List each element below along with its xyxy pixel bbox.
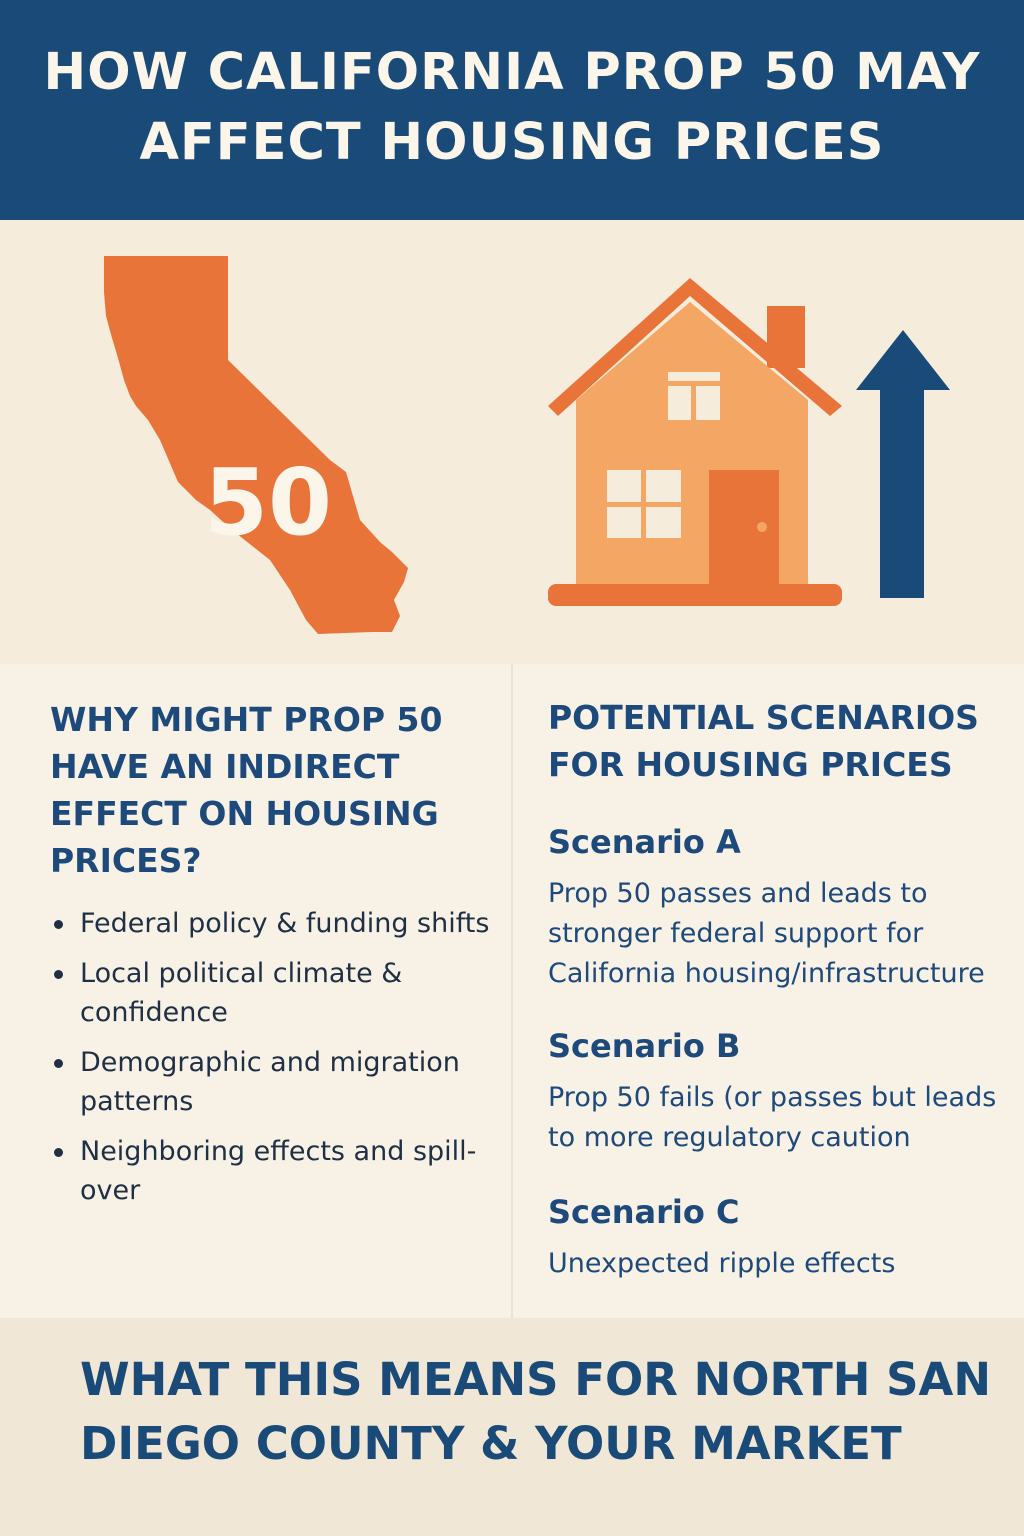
california-map-icon: 50 bbox=[104, 256, 408, 634]
house-icon bbox=[548, 278, 842, 606]
right-column-title: POTENTIAL SCENARIOS FOR HOUSING PRICES bbox=[548, 698, 979, 784]
up-arrow-icon bbox=[856, 330, 950, 598]
list-item: Neighboring effects and spill-over bbox=[50, 1132, 500, 1210]
list-item: Demographic and migration patterns bbox=[50, 1043, 500, 1121]
bullet-dot-icon bbox=[54, 920, 63, 929]
left-column-title: WHY MIGHT PROP 50 HAVE AN INDIRECT EFFEC… bbox=[50, 700, 443, 880]
footer-title: WHAT THIS MEANS FOR NORTH SAN DIEGO COUN… bbox=[80, 1353, 992, 1470]
list-item-text: Local political climate & confidence bbox=[80, 958, 403, 1028]
house-door bbox=[709, 470, 779, 588]
scenario-c-text: Unexpected ripple effects bbox=[548, 1248, 896, 1279]
hero-illustration: 50 bbox=[0, 220, 1024, 664]
scenario-b-text: Prop 50 fails (or passes but leads to mo… bbox=[548, 1082, 997, 1153]
list-item-text: Demographic and migration patterns bbox=[80, 1047, 460, 1117]
list-item: Federal policy & funding shifts bbox=[50, 904, 500, 943]
attic-window bbox=[668, 372, 720, 420]
reasons-list: Federal policy & funding shifts Local po… bbox=[50, 904, 500, 1221]
bullet-dot-icon bbox=[54, 970, 63, 979]
scenario-a-title: Scenario A bbox=[548, 823, 741, 861]
bullet-dot-icon bbox=[54, 1148, 63, 1157]
column-divider bbox=[511, 664, 513, 1318]
side-window bbox=[607, 470, 681, 538]
door-knob bbox=[757, 522, 767, 532]
list-item: Local political climate & confidence bbox=[50, 954, 500, 1032]
scenario-c-title: Scenario C bbox=[548, 1193, 740, 1231]
header-banner: HOW CALIFORNIA PROP 50 MAY AFFECT HOUSIN… bbox=[0, 0, 1024, 220]
bullet-dot-icon bbox=[54, 1059, 63, 1068]
footer-banner: WHAT THIS MEANS FOR NORTH SAN DIEGO COUN… bbox=[0, 1318, 1024, 1536]
scenario-a-text: Prop 50 passes and leads to stronger fed… bbox=[548, 878, 985, 989]
content-section: WHY MIGHT PROP 50 HAVE AN INDIRECT EFFEC… bbox=[0, 664, 1024, 1318]
page-title: HOW CALIFORNIA PROP 50 MAY AFFECT HOUSIN… bbox=[43, 43, 981, 172]
house-base bbox=[548, 584, 842, 606]
hero-svg: 50 bbox=[104, 256, 950, 634]
map-number: 50 bbox=[204, 449, 332, 556]
list-item-text: Federal policy & funding shifts bbox=[80, 908, 490, 939]
scenario-b-title: Scenario B bbox=[548, 1027, 741, 1065]
list-item-text: Neighboring effects and spill-over bbox=[80, 1136, 477, 1206]
